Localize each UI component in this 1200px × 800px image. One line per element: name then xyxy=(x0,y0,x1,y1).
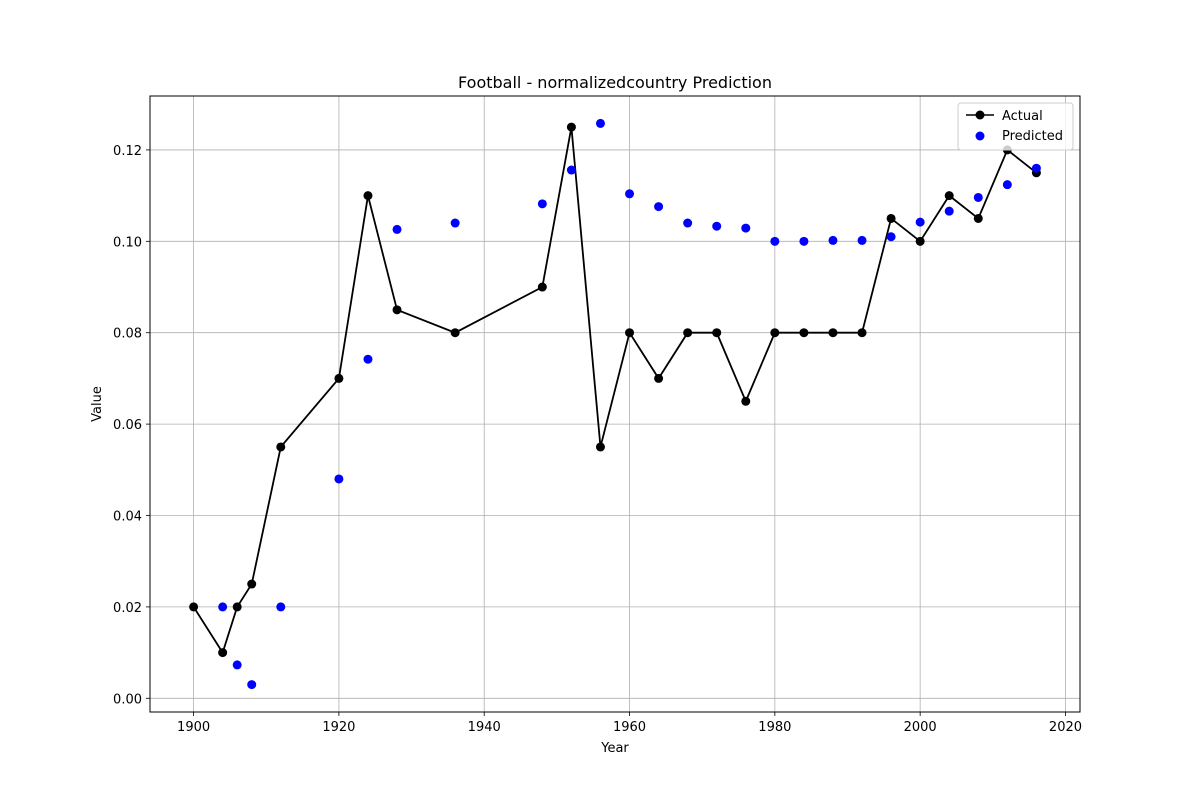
y-tick-label: 0.04 xyxy=(113,510,142,525)
y-tick-label: 0.00 xyxy=(113,692,142,707)
y-axis-ticks: 0.00 0.02 0.04 0.06 0.08 0.10 0.12 xyxy=(113,144,150,707)
legend: Actual Predicted xyxy=(957,102,1074,151)
x-tick-label: 1900 xyxy=(177,720,210,735)
grid-lines xyxy=(150,96,1080,712)
predicted-point xyxy=(828,235,838,245)
predicted-point xyxy=(363,354,373,364)
actual-point xyxy=(232,602,242,612)
predicted-series xyxy=(218,118,1041,690)
actual-point xyxy=(566,122,576,132)
actual-point xyxy=(363,191,373,201)
predicted-point xyxy=(886,232,896,242)
predicted-point xyxy=(392,224,402,234)
x-tick-label: 2000 xyxy=(904,720,937,735)
y-tick-label: 0.12 xyxy=(113,144,142,159)
actual-point xyxy=(537,282,547,292)
predicted-point xyxy=(247,680,257,690)
actual-point xyxy=(392,305,402,315)
predicted-point xyxy=(770,236,780,246)
predicted-point xyxy=(741,223,751,233)
actual-point xyxy=(247,579,257,589)
x-tick-label: 1980 xyxy=(758,720,791,735)
actual-point xyxy=(770,328,780,338)
actual-point xyxy=(944,191,954,201)
predicted-point xyxy=(232,660,242,670)
actual-point xyxy=(799,328,809,338)
y-axis-label: Value xyxy=(90,386,105,422)
legend-predicted-label: Predicted xyxy=(1002,129,1063,144)
actual-point xyxy=(915,236,925,246)
predicted-point xyxy=(915,217,925,227)
actual-point xyxy=(683,328,693,338)
actual-point xyxy=(276,442,286,452)
predicted-point xyxy=(973,192,983,202)
x-axis-ticks: 1900 1920 1940 1960 1980 2000 2020 xyxy=(177,712,1082,735)
actual-point xyxy=(712,328,722,338)
actual-point xyxy=(886,213,896,223)
predicted-point xyxy=(654,202,664,212)
predicted-point xyxy=(595,118,605,128)
x-tick-label: 1940 xyxy=(468,720,501,735)
predicted-point xyxy=(334,474,344,484)
predicted-point xyxy=(857,235,867,245)
y-tick-label: 0.06 xyxy=(113,418,142,433)
y-tick-label: 0.08 xyxy=(113,327,142,342)
predicted-point xyxy=(1002,180,1012,190)
chart-title: Football - normalizedcountry Prediction xyxy=(458,73,772,92)
predicted-point xyxy=(537,199,547,209)
predicted-point xyxy=(276,602,286,612)
predicted-point xyxy=(799,236,809,246)
plot-frame xyxy=(149,95,1081,713)
actual-point xyxy=(654,373,664,383)
predicted-point xyxy=(683,218,693,228)
y-tick-label: 0.02 xyxy=(113,601,142,616)
actual-point xyxy=(189,602,199,612)
actual-point xyxy=(828,328,838,338)
predicted-point xyxy=(1031,163,1041,173)
x-tick-label: 1960 xyxy=(613,720,646,735)
x-axis-label: Year xyxy=(600,741,629,756)
actual-point xyxy=(334,373,344,383)
actual-point xyxy=(857,328,867,338)
predicted-point xyxy=(712,221,722,231)
predicted-point xyxy=(944,206,954,216)
plot-area-background xyxy=(150,96,1080,712)
predicted-point xyxy=(218,602,228,612)
predicted-point xyxy=(566,165,576,175)
actual-point xyxy=(218,648,228,658)
actual-point xyxy=(625,328,635,338)
legend-actual-marker xyxy=(975,110,985,120)
actual-point xyxy=(595,442,605,452)
x-tick-label: 1920 xyxy=(322,720,355,735)
actual-point xyxy=(973,213,983,223)
legend-actual-label: Actual xyxy=(1002,109,1043,124)
predicted-point xyxy=(450,218,460,228)
y-tick-label: 0.10 xyxy=(113,235,142,250)
predicted-point xyxy=(625,189,635,199)
actual-point xyxy=(450,328,460,338)
legend-predicted-marker xyxy=(975,131,985,141)
x-tick-label: 2020 xyxy=(1049,720,1082,735)
actual-point xyxy=(741,396,751,406)
